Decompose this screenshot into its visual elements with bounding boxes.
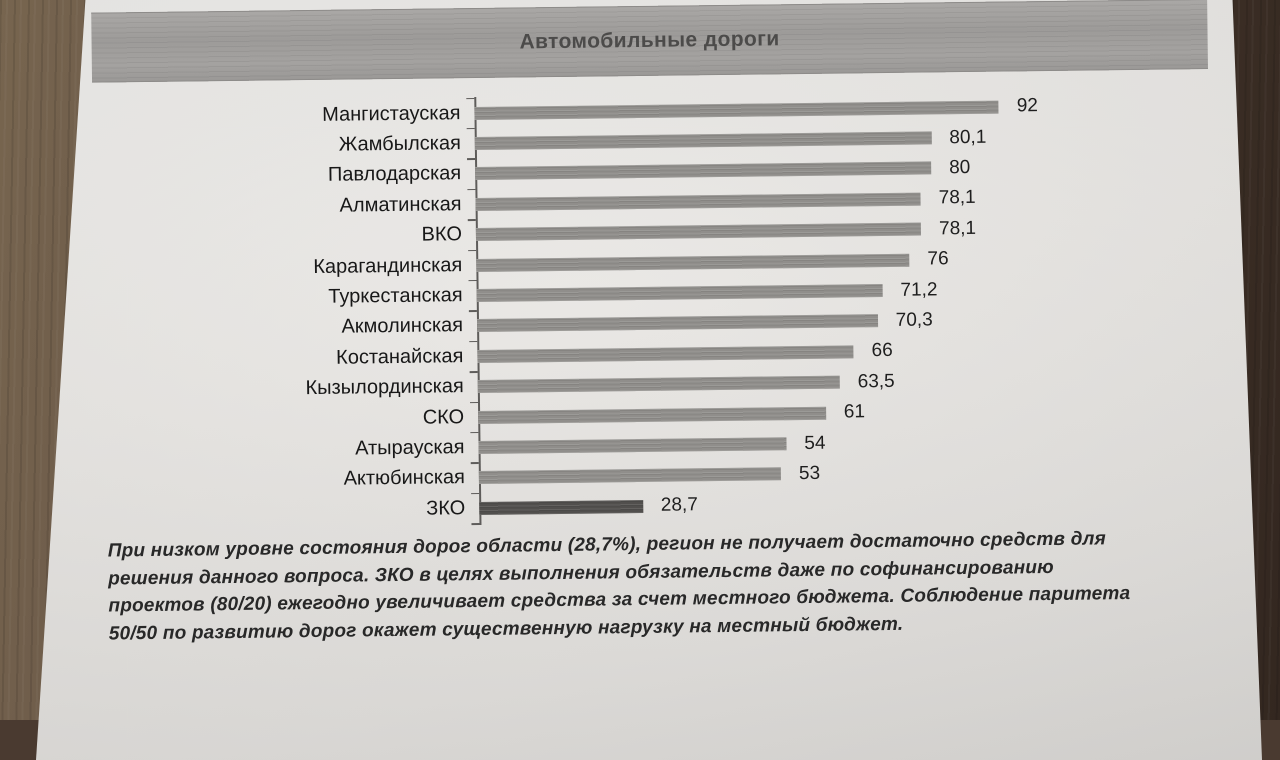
axis-tick	[467, 158, 476, 160]
value-label: 78,1	[938, 187, 976, 209]
category-label: Атырауская	[355, 436, 465, 460]
category-label: Кызылординская	[305, 375, 464, 400]
value-label: 28,7	[660, 494, 698, 517]
axis-tick	[468, 279, 477, 282]
category-label: Карагандинская	[313, 253, 463, 278]
axis-tick	[467, 219, 476, 221]
bar	[476, 253, 910, 272]
value-label: 61	[843, 401, 866, 423]
axis-tick	[471, 523, 480, 525]
category-label: ВКО	[421, 223, 463, 246]
bar	[475, 192, 921, 211]
note-text: При низком уровне состояния дорог област…	[107, 528, 1131, 645]
bar	[477, 345, 854, 363]
value-label: 66	[871, 340, 893, 362]
bar	[479, 499, 643, 515]
value-label: 78,1	[938, 217, 977, 240]
axis-tick	[467, 188, 476, 191]
axis-tick	[470, 431, 479, 434]
axis-tick	[470, 462, 479, 464]
value-label: 53	[798, 462, 821, 485]
bar	[474, 131, 932, 151]
axis-tick	[469, 340, 478, 343]
category-label: Мангистауская	[322, 101, 461, 126]
printed-page-content: Автомобильные дороги Мангистауская 92 Жамб…	[91, 0, 1208, 645]
category-label: Туркестанская	[328, 284, 463, 308]
bar	[475, 222, 922, 242]
chart-title-banner: Автомобильные дороги	[91, 0, 1208, 83]
category-label: СКО	[422, 405, 465, 429]
bar	[477, 375, 840, 394]
value-label: 92	[1016, 95, 1039, 117]
category-label: ЗКО	[426, 497, 466, 520]
axis-tick	[468, 310, 477, 312]
value-label: 70,3	[895, 309, 933, 331]
axis-tick	[466, 97, 475, 100]
category-label: Павлодарская	[327, 162, 462, 187]
value-label: 80	[949, 156, 971, 179]
axis-tick	[469, 371, 478, 373]
category-label: Алматинская	[339, 193, 462, 217]
category-label: Костанайская	[335, 345, 464, 369]
bar	[476, 314, 878, 333]
value-label: 76	[927, 248, 949, 270]
value-label: 80,1	[949, 126, 987, 148]
category-label: Акмолинская	[341, 314, 464, 339]
category-label: Актюбинская	[343, 466, 466, 491]
axis-tick	[471, 492, 480, 495]
value-label: 54	[804, 432, 826, 454]
bar	[478, 437, 787, 455]
value-label: 63,5	[857, 370, 895, 393]
bar	[478, 406, 826, 424]
category-label: Жамбылская	[338, 132, 461, 156]
bar	[476, 284, 883, 303]
axis-tick	[466, 127, 475, 130]
bar	[475, 161, 932, 181]
bar	[478, 467, 782, 485]
bar	[474, 100, 999, 120]
value-label: 71,2	[900, 278, 938, 301]
bar-chart: Мангистауская 92 Жамбылская 80,1 Павлодарска…	[92, 89, 1202, 529]
chart-title: Автомобильные дороги	[519, 27, 780, 54]
axis-tick	[469, 401, 479, 404]
axis-tick	[468, 249, 477, 252]
